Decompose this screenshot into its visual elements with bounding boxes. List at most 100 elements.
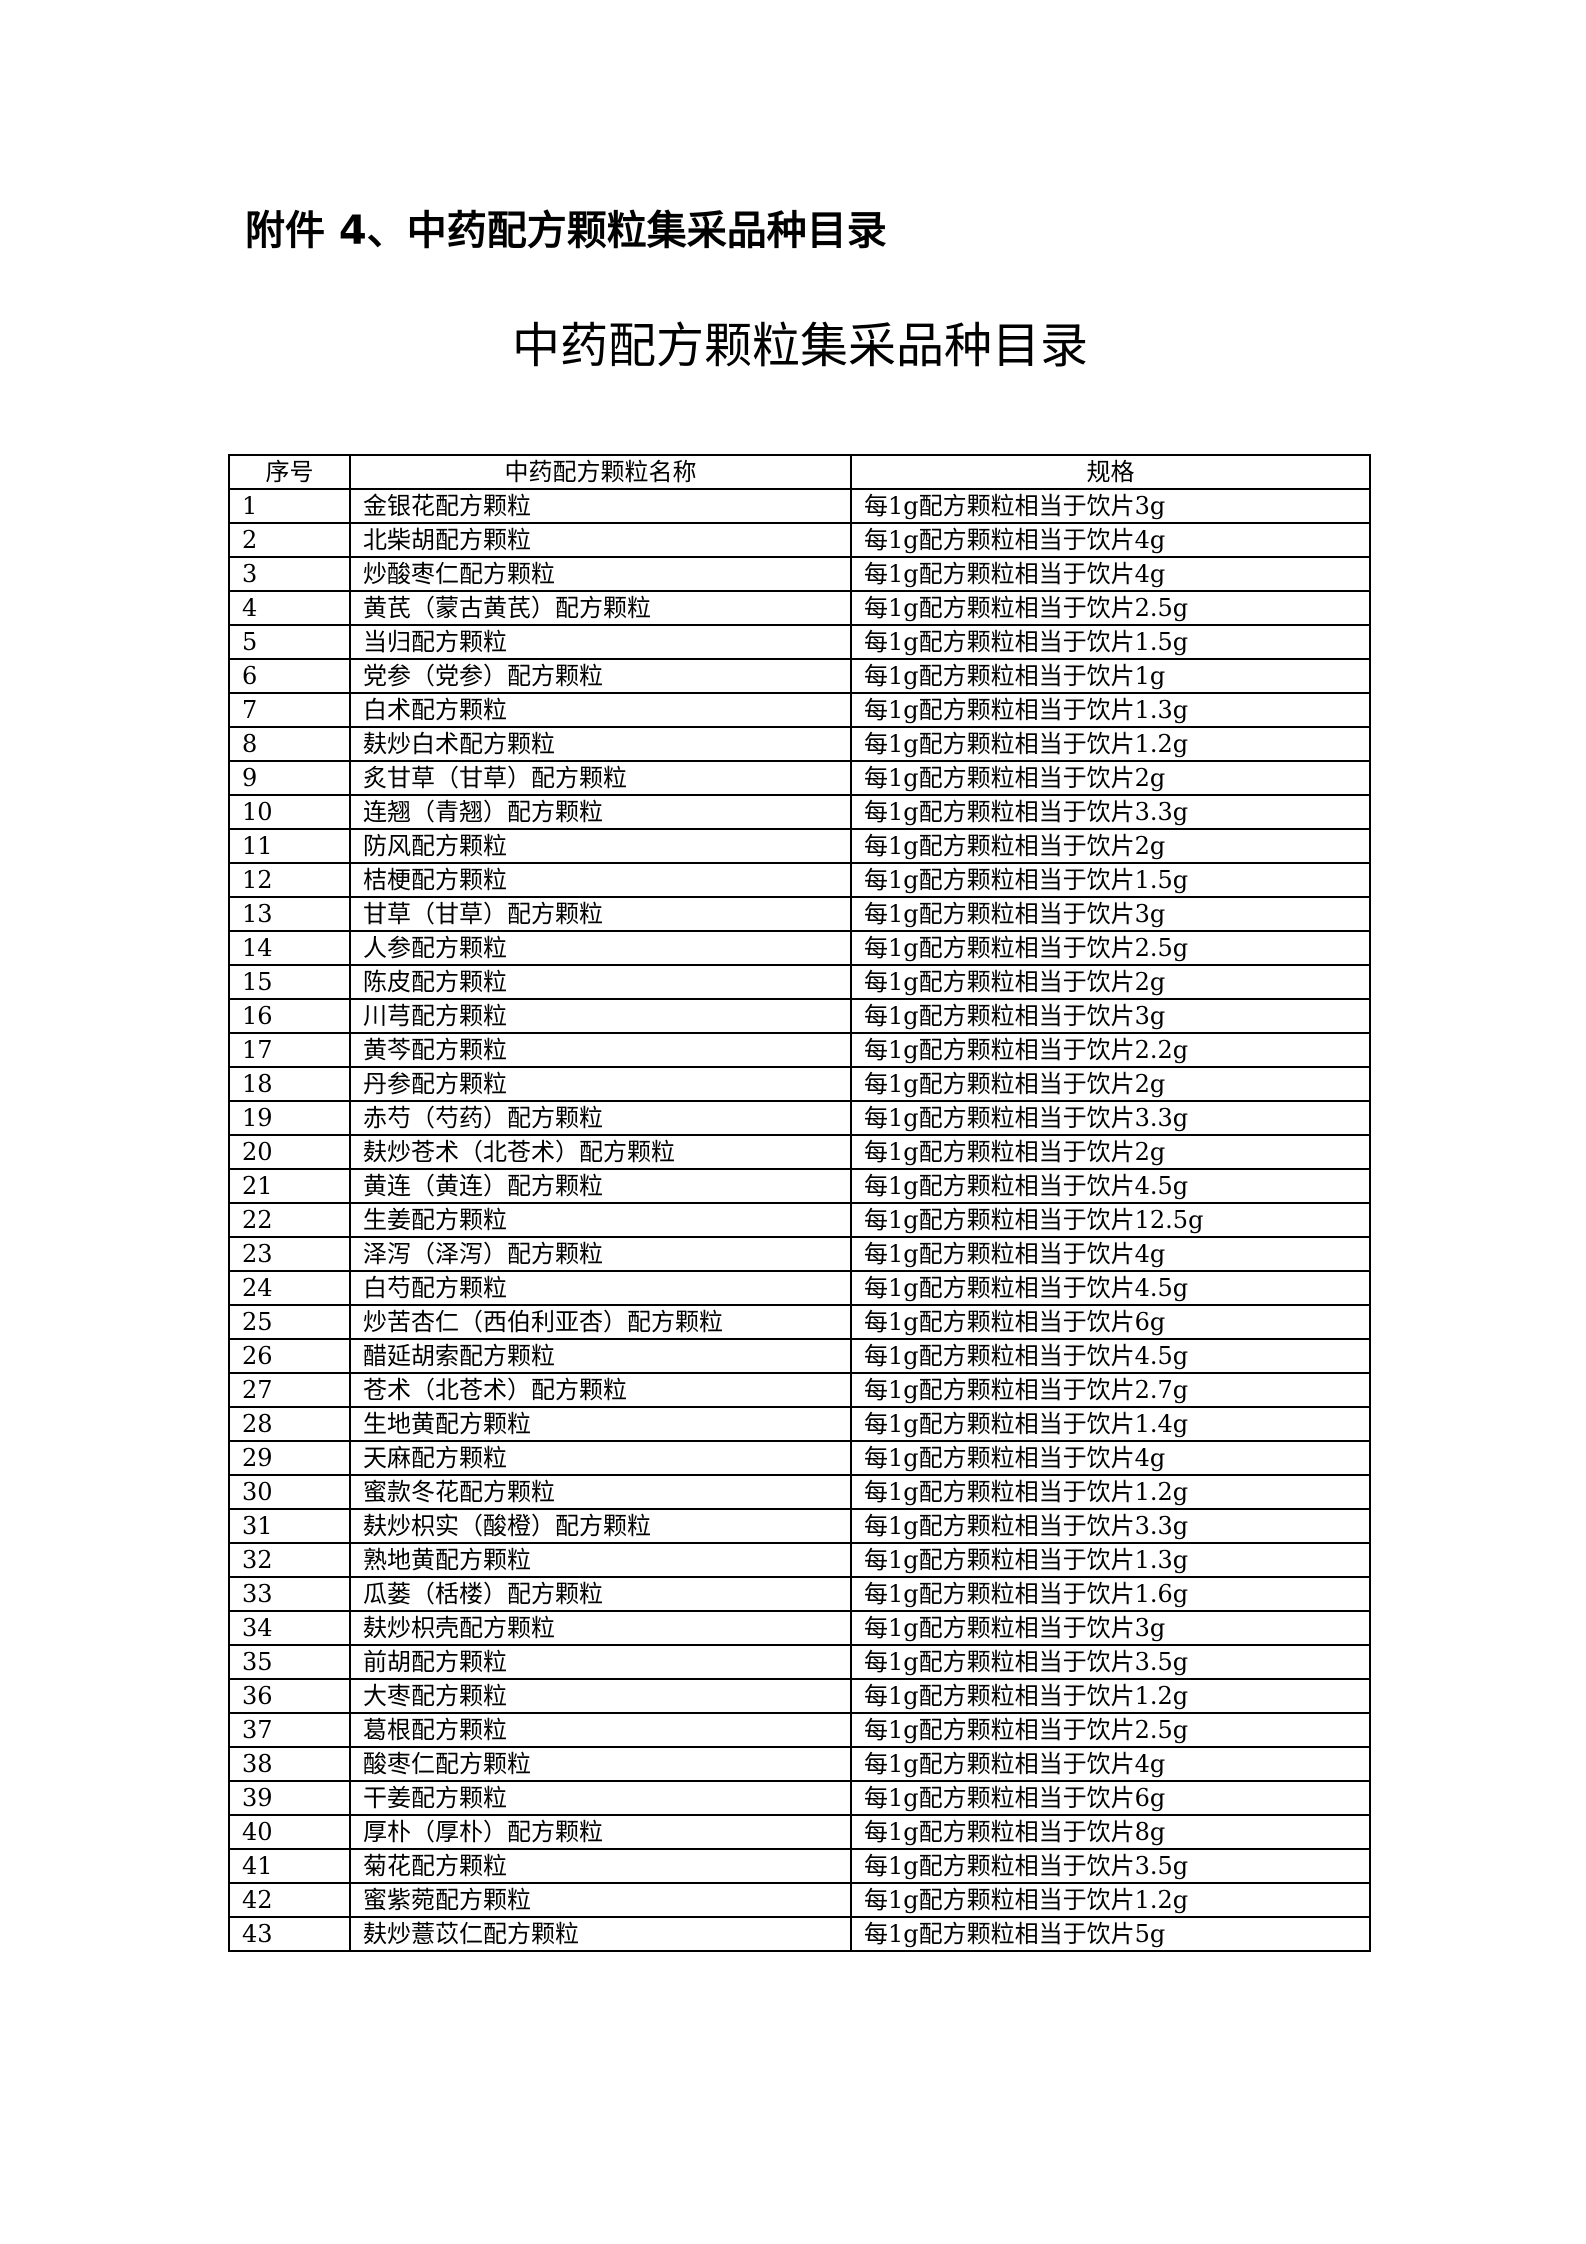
table-row: 28 生地黄配方颗粒 每1g配方颗粒相当于饮片1.4g (228, 1406, 1371, 1442)
name-cell: 桔梗配方颗粒 (349, 862, 852, 898)
spec-cell: 每1g配方颗粒相当于饮片4g (850, 1746, 1371, 1782)
seq-cell: 21 (228, 1168, 351, 1204)
seq-cell: 38 (228, 1746, 351, 1782)
table-row: 32 熟地黄配方颗粒 每1g配方颗粒相当于饮片1.3g (228, 1542, 1371, 1578)
seq-cell: 32 (228, 1542, 351, 1578)
name-cell: 连翘（青翘）配方颗粒 (349, 794, 852, 830)
seq-cell: 17 (228, 1032, 351, 1068)
seq-cell: 22 (228, 1202, 351, 1238)
spec-cell: 每1g配方颗粒相当于饮片2g (850, 760, 1371, 796)
table-row: 30 蜜款冬花配方颗粒 每1g配方颗粒相当于饮片1.2g (228, 1474, 1371, 1510)
table-row: 35 前胡配方颗粒 每1g配方颗粒相当于饮片3.5g (228, 1644, 1371, 1680)
spec-cell: 每1g配方颗粒相当于饮片3g (850, 488, 1371, 524)
spec-cell: 每1g配方颗粒相当于饮片2.5g (850, 930, 1371, 966)
spec-cell: 每1g配方颗粒相当于饮片2.7g (850, 1372, 1371, 1408)
table-row: 36 大枣配方颗粒 每1g配方颗粒相当于饮片1.2g (228, 1678, 1371, 1714)
table-row: 37 葛根配方颗粒 每1g配方颗粒相当于饮片2.5g (228, 1712, 1371, 1748)
spec-cell: 每1g配方颗粒相当于饮片6g (850, 1780, 1371, 1816)
table-row: 15 陈皮配方颗粒 每1g配方颗粒相当于饮片2g (228, 964, 1371, 1000)
spec-cell: 每1g配方颗粒相当于饮片2g (850, 828, 1371, 864)
table-row: 26 醋延胡索配方颗粒 每1g配方颗粒相当于饮片4.5g (228, 1338, 1371, 1374)
table-row: 41 菊花配方颗粒 每1g配方颗粒相当于饮片3.5g (228, 1848, 1371, 1884)
name-cell: 熟地黄配方颗粒 (349, 1542, 852, 1578)
seq-cell: 12 (228, 862, 351, 898)
spec-cell: 每1g配方颗粒相当于饮片3.5g (850, 1644, 1371, 1680)
table-row: 33 瓜蒌（栝楼）配方颗粒 每1g配方颗粒相当于饮片1.6g (228, 1576, 1371, 1612)
seq-cell: 36 (228, 1678, 351, 1714)
table-row: 23 泽泻（泽泻）配方颗粒 每1g配方颗粒相当于饮片4g (228, 1236, 1371, 1272)
name-cell: 麸炒枳实（酸橙）配方颗粒 (349, 1508, 852, 1544)
table-row: 10 连翘（青翘）配方颗粒 每1g配方颗粒相当于饮片3.3g (228, 794, 1371, 830)
name-cell: 蜜紫菀配方颗粒 (349, 1882, 852, 1918)
spec-cell: 每1g配方颗粒相当于饮片6g (850, 1304, 1371, 1340)
name-cell: 厚朴（厚朴）配方颗粒 (349, 1814, 852, 1850)
table-row: 43 麸炒薏苡仁配方颗粒 每1g配方颗粒相当于饮片5g (228, 1916, 1371, 1952)
spec-cell: 每1g配方颗粒相当于饮片5g (850, 1916, 1371, 1952)
table-row: 25 炒苦杏仁（西伯利亚杏）配方颗粒 每1g配方颗粒相当于饮片6g (228, 1304, 1371, 1340)
seq-cell: 6 (228, 658, 351, 694)
seq-cell: 3 (228, 556, 351, 592)
spec-cell: 每1g配方颗粒相当于饮片3g (850, 998, 1371, 1034)
seq-cell: 43 (228, 1916, 351, 1952)
seq-cell: 31 (228, 1508, 351, 1544)
name-cell: 黄芪（蒙古黄芪）配方颗粒 (349, 590, 852, 626)
seq-cell: 34 (228, 1610, 351, 1646)
spec-cell: 每1g配方颗粒相当于饮片1.2g (850, 1882, 1371, 1918)
spec-cell: 每1g配方颗粒相当于饮片3.3g (850, 1100, 1371, 1136)
name-cell: 葛根配方颗粒 (349, 1712, 852, 1748)
name-cell: 白芍配方颗粒 (349, 1270, 852, 1306)
seq-cell: 20 (228, 1134, 351, 1170)
table-row: 20 麸炒苍术（北苍术）配方颗粒 每1g配方颗粒相当于饮片2g (228, 1134, 1371, 1170)
spec-cell: 每1g配方颗粒相当于饮片2g (850, 964, 1371, 1000)
name-cell: 生姜配方颗粒 (349, 1202, 852, 1238)
spec-cell: 每1g配方颗粒相当于饮片4.5g (850, 1168, 1371, 1204)
seq-cell: 27 (228, 1372, 351, 1408)
name-cell: 酸枣仁配方颗粒 (349, 1746, 852, 1782)
table-row: 3 炒酸枣仁配方颗粒 每1g配方颗粒相当于饮片4g (228, 556, 1371, 592)
name-cell: 赤芍（芍药）配方颗粒 (349, 1100, 852, 1136)
name-cell: 生地黄配方颗粒 (349, 1406, 852, 1442)
name-cell: 泽泻（泽泻）配方颗粒 (349, 1236, 852, 1272)
name-cell: 醋延胡索配方颗粒 (349, 1338, 852, 1374)
spec-cell: 每1g配方颗粒相当于饮片1.3g (850, 1542, 1371, 1578)
table-row: 27 苍术（北苍术）配方颗粒 每1g配方颗粒相当于饮片2.7g (228, 1372, 1371, 1408)
seq-cell: 37 (228, 1712, 351, 1748)
seq-cell: 29 (228, 1440, 351, 1476)
spec-cell: 每1g配方颗粒相当于饮片4g (850, 1440, 1371, 1476)
seq-cell: 24 (228, 1270, 351, 1306)
table-row: 9 炙甘草（甘草）配方颗粒 每1g配方颗粒相当于饮片2g (228, 760, 1371, 796)
table-row: 13 甘草（甘草）配方颗粒 每1g配方颗粒相当于饮片3g (228, 896, 1371, 932)
name-cell: 麸炒薏苡仁配方颗粒 (349, 1916, 852, 1952)
table-row: 11 防风配方颗粒 每1g配方颗粒相当于饮片2g (228, 828, 1371, 864)
name-cell: 当归配方颗粒 (349, 624, 852, 660)
spec-cell: 每1g配方颗粒相当于饮片4.5g (850, 1270, 1371, 1306)
spec-cell: 每1g配方颗粒相当于饮片1.3g (850, 692, 1371, 728)
seq-cell: 28 (228, 1406, 351, 1442)
spec-cell: 每1g配方颗粒相当于饮片1.2g (850, 726, 1371, 762)
name-cell: 甘草（甘草）配方颗粒 (349, 896, 852, 932)
seq-cell: 41 (228, 1848, 351, 1884)
spec-cell: 每1g配方颗粒相当于饮片1.2g (850, 1474, 1371, 1510)
name-cell: 北柴胡配方颗粒 (349, 522, 852, 558)
table-row: 2 北柴胡配方颗粒 每1g配方颗粒相当于饮片4g (228, 522, 1371, 558)
spec-cell: 每1g配方颗粒相当于饮片2.5g (850, 590, 1371, 626)
seq-cell: 11 (228, 828, 351, 864)
table-row: 6 党参（党参）配方颗粒 每1g配方颗粒相当于饮片1g (228, 658, 1371, 694)
table-row: 22 生姜配方颗粒 每1g配方颗粒相当于饮片12.5g (228, 1202, 1371, 1238)
name-cell: 麸炒枳壳配方颗粒 (349, 1610, 852, 1646)
table-row: 38 酸枣仁配方颗粒 每1g配方颗粒相当于饮片4g (228, 1746, 1371, 1782)
header-seq: 序号 (228, 454, 351, 490)
seq-cell: 14 (228, 930, 351, 966)
spec-cell: 每1g配方颗粒相当于饮片4g (850, 522, 1371, 558)
table-row: 14 人参配方颗粒 每1g配方颗粒相当于饮片2.5g (228, 930, 1371, 966)
spec-cell: 每1g配方颗粒相当于饮片2g (850, 1134, 1371, 1170)
spec-cell: 每1g配方颗粒相当于饮片12.5g (850, 1202, 1371, 1238)
name-cell: 黄芩配方颗粒 (349, 1032, 852, 1068)
table-row: 17 黄芩配方颗粒 每1g配方颗粒相当于饮片2.2g (228, 1032, 1371, 1068)
seq-cell: 10 (228, 794, 351, 830)
name-cell: 川芎配方颗粒 (349, 998, 852, 1034)
table-header-row: 序号 中药配方颗粒名称 规格 (228, 454, 1371, 490)
table-row: 40 厚朴（厚朴）配方颗粒 每1g配方颗粒相当于饮片8g (228, 1814, 1371, 1850)
spec-cell: 每1g配方颗粒相当于饮片1.6g (850, 1576, 1371, 1612)
spec-cell: 每1g配方颗粒相当于饮片3.3g (850, 1508, 1371, 1544)
